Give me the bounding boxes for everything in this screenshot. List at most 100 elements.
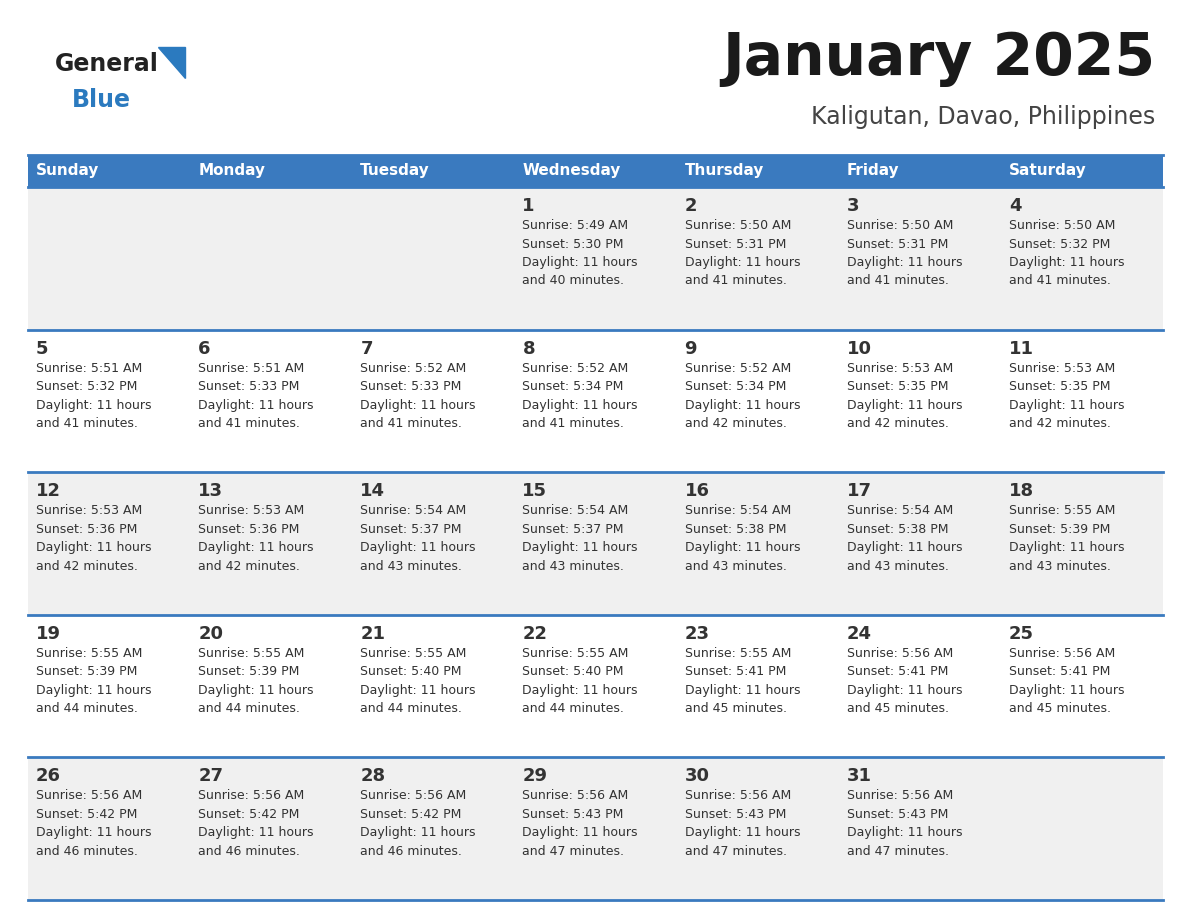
- Text: 19: 19: [36, 625, 61, 643]
- Text: 4: 4: [1009, 197, 1022, 215]
- Text: Sunset: 5:43 PM: Sunset: 5:43 PM: [684, 808, 786, 821]
- Text: and 40 minutes.: and 40 minutes.: [523, 274, 625, 287]
- Text: Sunset: 5:37 PM: Sunset: 5:37 PM: [523, 522, 624, 536]
- Bar: [839, 155, 1000, 187]
- Text: Thursday: Thursday: [684, 163, 764, 178]
- Text: 5: 5: [36, 340, 49, 358]
- Text: and 41 minutes.: and 41 minutes.: [198, 417, 301, 431]
- Text: and 47 minutes.: and 47 minutes.: [684, 845, 786, 858]
- Text: Sunrise: 5:56 AM: Sunrise: 5:56 AM: [198, 789, 304, 802]
- Text: 24: 24: [847, 625, 872, 643]
- Text: Sunrise: 5:56 AM: Sunrise: 5:56 AM: [360, 789, 467, 802]
- Text: and 43 minutes.: and 43 minutes.: [1009, 560, 1111, 573]
- Bar: [29, 757, 1163, 900]
- Text: Sunset: 5:36 PM: Sunset: 5:36 PM: [198, 522, 299, 536]
- Text: 30: 30: [684, 767, 709, 786]
- Text: Sunset: 5:36 PM: Sunset: 5:36 PM: [36, 522, 138, 536]
- Text: and 41 minutes.: and 41 minutes.: [684, 274, 786, 287]
- Bar: [1000, 155, 1163, 187]
- Text: Sunrise: 5:51 AM: Sunrise: 5:51 AM: [36, 362, 143, 375]
- Text: Daylight: 11 hours: Daylight: 11 hours: [684, 826, 800, 839]
- Text: and 47 minutes.: and 47 minutes.: [847, 845, 949, 858]
- Text: Sunset: 5:39 PM: Sunset: 5:39 PM: [198, 666, 299, 678]
- Text: and 42 minutes.: and 42 minutes.: [847, 417, 948, 431]
- Text: and 41 minutes.: and 41 minutes.: [847, 274, 948, 287]
- Text: Daylight: 11 hours: Daylight: 11 hours: [36, 542, 152, 554]
- Text: Sunset: 5:31 PM: Sunset: 5:31 PM: [684, 238, 786, 251]
- Text: Sunrise: 5:54 AM: Sunrise: 5:54 AM: [360, 504, 467, 517]
- Text: Monday: Monday: [198, 163, 265, 178]
- Text: and 44 minutes.: and 44 minutes.: [198, 702, 301, 715]
- Text: 11: 11: [1009, 340, 1034, 358]
- Text: 20: 20: [198, 625, 223, 643]
- Text: 3: 3: [847, 197, 859, 215]
- Text: 1: 1: [523, 197, 535, 215]
- Bar: [190, 155, 353, 187]
- Bar: [29, 330, 1163, 472]
- Text: Sunrise: 5:52 AM: Sunrise: 5:52 AM: [684, 362, 791, 375]
- Text: Sunset: 5:33 PM: Sunset: 5:33 PM: [198, 380, 299, 393]
- Text: and 41 minutes.: and 41 minutes.: [523, 417, 625, 431]
- Text: Sunset: 5:32 PM: Sunset: 5:32 PM: [1009, 238, 1111, 251]
- Text: January 2025: January 2025: [722, 30, 1155, 87]
- Text: and 44 minutes.: and 44 minutes.: [523, 702, 625, 715]
- Text: Sunrise: 5:55 AM: Sunrise: 5:55 AM: [1009, 504, 1116, 517]
- Text: Daylight: 11 hours: Daylight: 11 hours: [523, 542, 638, 554]
- Text: Sunrise: 5:55 AM: Sunrise: 5:55 AM: [360, 647, 467, 660]
- Text: Sunset: 5:39 PM: Sunset: 5:39 PM: [1009, 522, 1111, 536]
- Text: Sunset: 5:41 PM: Sunset: 5:41 PM: [684, 666, 786, 678]
- Text: Sunrise: 5:53 AM: Sunrise: 5:53 AM: [847, 362, 953, 375]
- Text: Sunset: 5:41 PM: Sunset: 5:41 PM: [1009, 666, 1111, 678]
- Text: 17: 17: [847, 482, 872, 500]
- Text: Friday: Friday: [847, 163, 899, 178]
- Text: Blue: Blue: [72, 88, 131, 112]
- Text: Daylight: 11 hours: Daylight: 11 hours: [36, 398, 152, 411]
- Text: Daylight: 11 hours: Daylight: 11 hours: [847, 256, 962, 269]
- Text: Sunrise: 5:56 AM: Sunrise: 5:56 AM: [1009, 647, 1116, 660]
- Text: Daylight: 11 hours: Daylight: 11 hours: [847, 398, 962, 411]
- Text: and 41 minutes.: and 41 minutes.: [1009, 274, 1111, 287]
- Text: Sunset: 5:43 PM: Sunset: 5:43 PM: [523, 808, 624, 821]
- Text: and 45 minutes.: and 45 minutes.: [1009, 702, 1111, 715]
- Text: and 43 minutes.: and 43 minutes.: [523, 560, 625, 573]
- Text: Daylight: 11 hours: Daylight: 11 hours: [684, 398, 800, 411]
- Text: Sunset: 5:42 PM: Sunset: 5:42 PM: [198, 808, 299, 821]
- Text: 9: 9: [684, 340, 697, 358]
- Text: Sunrise: 5:53 AM: Sunrise: 5:53 AM: [198, 504, 304, 517]
- Text: and 46 minutes.: and 46 minutes.: [198, 845, 301, 858]
- Text: General: General: [55, 52, 159, 76]
- Text: Sunrise: 5:52 AM: Sunrise: 5:52 AM: [523, 362, 628, 375]
- Text: Sunrise: 5:54 AM: Sunrise: 5:54 AM: [684, 504, 791, 517]
- Bar: [29, 472, 1163, 615]
- Text: Sunrise: 5:56 AM: Sunrise: 5:56 AM: [36, 789, 143, 802]
- Text: Sunset: 5:34 PM: Sunset: 5:34 PM: [684, 380, 786, 393]
- Text: 23: 23: [684, 625, 709, 643]
- Text: Sunset: 5:35 PM: Sunset: 5:35 PM: [1009, 380, 1111, 393]
- Text: Daylight: 11 hours: Daylight: 11 hours: [198, 542, 314, 554]
- Text: Daylight: 11 hours: Daylight: 11 hours: [360, 826, 475, 839]
- Text: 16: 16: [684, 482, 709, 500]
- Bar: [29, 155, 190, 187]
- Text: 22: 22: [523, 625, 548, 643]
- Text: Sunrise: 5:50 AM: Sunrise: 5:50 AM: [1009, 219, 1116, 232]
- Text: 31: 31: [847, 767, 872, 786]
- Text: Sunset: 5:37 PM: Sunset: 5:37 PM: [360, 522, 462, 536]
- Bar: [29, 615, 1163, 757]
- Text: Sunday: Sunday: [36, 163, 100, 178]
- Text: Sunrise: 5:56 AM: Sunrise: 5:56 AM: [523, 789, 628, 802]
- Text: Sunrise: 5:56 AM: Sunrise: 5:56 AM: [684, 789, 791, 802]
- Text: Sunset: 5:38 PM: Sunset: 5:38 PM: [847, 522, 948, 536]
- Text: and 44 minutes.: and 44 minutes.: [36, 702, 138, 715]
- Text: 25: 25: [1009, 625, 1034, 643]
- Text: Sunrise: 5:56 AM: Sunrise: 5:56 AM: [847, 789, 953, 802]
- Text: and 47 minutes.: and 47 minutes.: [523, 845, 625, 858]
- Text: and 42 minutes.: and 42 minutes.: [684, 417, 786, 431]
- Text: Tuesday: Tuesday: [360, 163, 430, 178]
- Text: and 46 minutes.: and 46 minutes.: [360, 845, 462, 858]
- Text: Daylight: 11 hours: Daylight: 11 hours: [198, 398, 314, 411]
- Text: Sunset: 5:43 PM: Sunset: 5:43 PM: [847, 808, 948, 821]
- Text: 13: 13: [198, 482, 223, 500]
- Text: and 42 minutes.: and 42 minutes.: [198, 560, 301, 573]
- Bar: [514, 155, 677, 187]
- Text: Sunset: 5:33 PM: Sunset: 5:33 PM: [360, 380, 462, 393]
